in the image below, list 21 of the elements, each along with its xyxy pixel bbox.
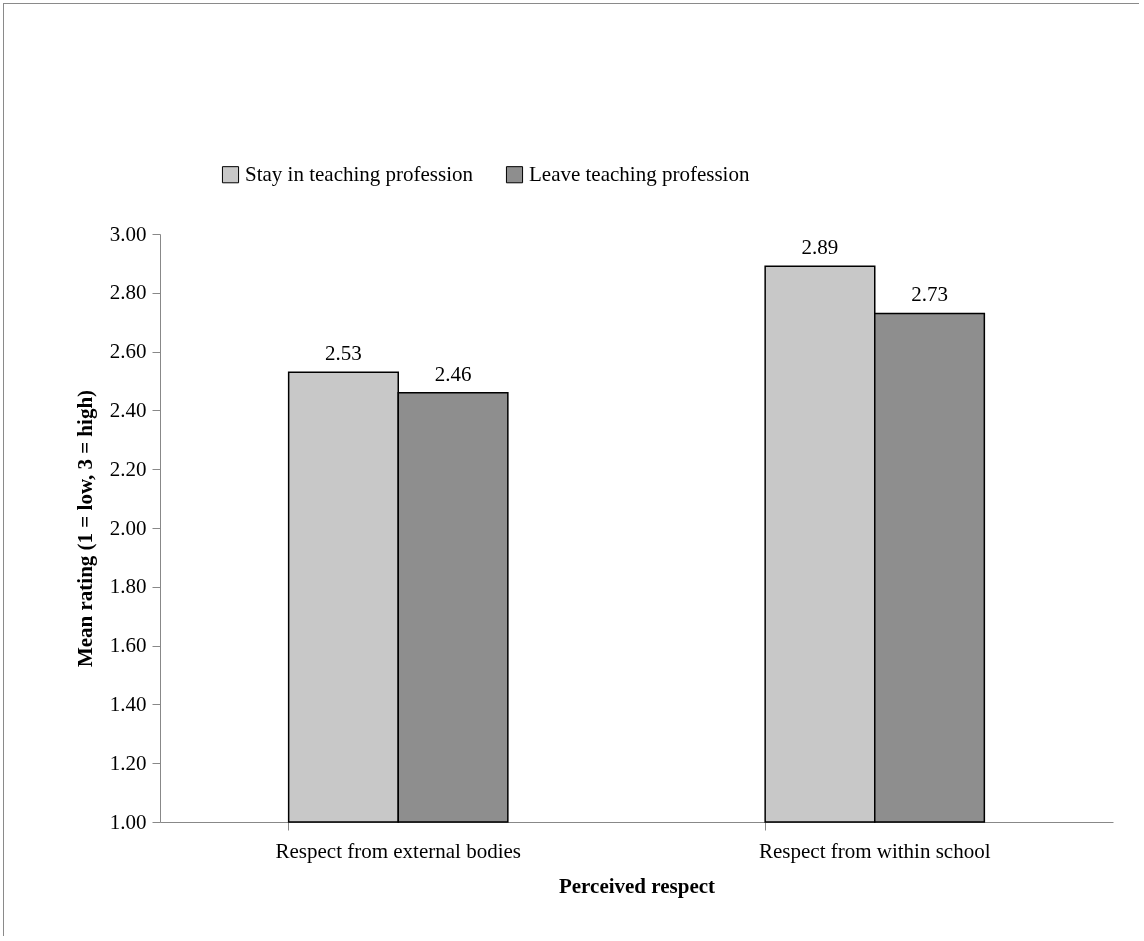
data-label: 2.46 — [434, 361, 472, 386]
y-tick-label: 1.40 — [109, 691, 147, 716]
y-axis-title: Mean rating (1 = low, 3 = high) — [72, 389, 97, 668]
data-label: 2.53 — [325, 341, 362, 366]
data-label: 2.73 — [911, 282, 948, 307]
y-tick-label: 2.20 — [109, 456, 147, 481]
y-tick-label: 2.60 — [109, 339, 147, 364]
x-tick-label: Respect from external bodies — [275, 838, 521, 863]
x-axis-title: Perceived respect — [558, 873, 716, 898]
y-tick-label: 1.60 — [109, 633, 147, 658]
y-tick-label: 2.80 — [109, 280, 147, 305]
x-tick-label: Respect from within school — [758, 838, 991, 863]
y-tick-label: 3.00 — [109, 221, 147, 246]
y-tick-label: 2.40 — [109, 397, 147, 422]
y-tick-label: 1.20 — [109, 750, 147, 775]
y-tick-label: 1.80 — [109, 574, 147, 599]
legend-label: Leave teaching profession — [529, 161, 750, 186]
y-tick-label: 1.00 — [109, 809, 147, 834]
legend-label: Stay in teaching profession — [245, 161, 474, 186]
data-label: 2.89 — [801, 235, 839, 260]
y-tick-label: 2.00 — [109, 515, 147, 540]
